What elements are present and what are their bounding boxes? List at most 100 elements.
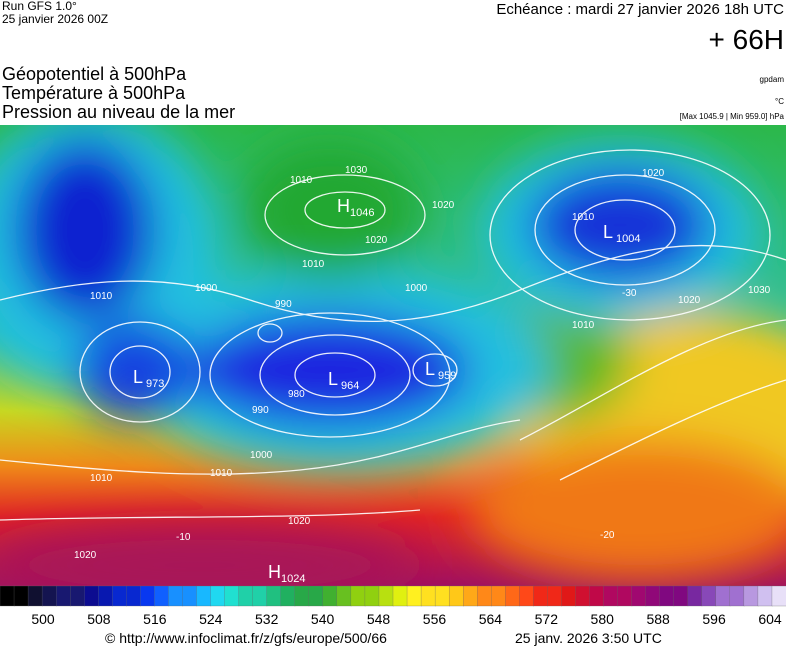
- colorbar-swatch: [673, 585, 689, 607]
- contour-label: -30: [622, 288, 637, 299]
- unit: °C: [775, 97, 784, 106]
- contour-label: 1020: [74, 550, 97, 561]
- colorbar-swatch: [168, 585, 184, 607]
- forecast-time: Echéance : mardi 27 janvier 2026 18h UTC: [496, 1, 784, 18]
- colorbar-swatch: [364, 585, 380, 607]
- timestamp: 25 janv. 2026 3:50 UTC: [515, 630, 662, 646]
- colorbar-swatch: [252, 585, 268, 607]
- colorbar-swatch: [196, 585, 212, 607]
- extremes: [Max 1045.9 | Min 959.0] hPa: [680, 112, 785, 121]
- contour-label: 1010: [572, 320, 595, 331]
- colorbar-swatch: [27, 585, 43, 607]
- colorbar-swatch: [687, 585, 703, 607]
- colorbar-swatch: [561, 585, 577, 607]
- contour-label: 1020: [365, 235, 388, 246]
- center-value: 1004: [616, 233, 640, 245]
- colorbar-tick-label: 524: [199, 611, 223, 627]
- contour-label: -10: [176, 532, 191, 543]
- colorbar-swatch: [0, 585, 15, 607]
- contour-label: 1010: [90, 473, 113, 484]
- contour-label: 1010: [572, 212, 595, 223]
- colorbar-swatch: [519, 585, 535, 607]
- contour-label: 1010: [302, 259, 325, 270]
- colorbar-swatch: [154, 585, 170, 607]
- colorbar-swatch: [463, 585, 478, 607]
- colorbar-swatch: [631, 585, 647, 607]
- title: Pression au niveau de la mer: [2, 102, 235, 122]
- contour-label: 990: [252, 405, 269, 416]
- colorbar-swatch: [533, 585, 549, 607]
- colorbar-tick-label: 564: [479, 611, 503, 627]
- colorbar-swatch: [98, 585, 113, 607]
- center-letter: L: [133, 367, 143, 387]
- center-letter: L: [425, 359, 435, 379]
- contour-label: 990: [275, 299, 292, 310]
- colorbar-swatch: [771, 585, 786, 607]
- colorbar-swatch: [238, 585, 254, 607]
- colorbar-swatch: [645, 585, 661, 607]
- center-value: 1046: [350, 207, 374, 219]
- source-url: © http://www.infoclimat.fr/z/gfs/europe/…: [105, 630, 387, 646]
- run-label: Run GFS 1.0°: [2, 0, 77, 13]
- colorbar-swatch: [378, 585, 394, 607]
- run-date: 25 janvier 2026 00Z: [2, 12, 108, 26]
- contour-label: 1010: [290, 175, 313, 186]
- colorbar-tick-label: 516: [143, 611, 167, 627]
- colorbar-swatch: [589, 585, 605, 607]
- colorbar-swatch: [505, 585, 520, 607]
- colorbar-swatch: [84, 585, 99, 607]
- colorbar-tick-label: 572: [535, 611, 559, 627]
- contour-label: 1000: [405, 283, 428, 294]
- center-letter: L: [603, 222, 613, 242]
- colorbar-tick-label: 604: [758, 611, 782, 627]
- colorbar-swatch: [729, 585, 745, 607]
- colorbar-swatch: [13, 585, 29, 607]
- contour-label: 1020: [288, 516, 311, 527]
- contour-label: 1020: [642, 168, 665, 179]
- colorbar-swatch: [308, 585, 324, 607]
- colorbar-tick-label: 596: [702, 611, 726, 627]
- colorbar-swatch: [126, 585, 142, 607]
- center-letter: L: [328, 369, 338, 389]
- colorbar-swatch: [406, 585, 422, 607]
- contour-label: 980: [288, 389, 305, 400]
- colorbar-swatch: [392, 585, 408, 607]
- colorbar-swatch: [266, 585, 282, 607]
- colorbar-swatch: [715, 585, 731, 607]
- colorbar-tick-label: 532: [255, 611, 279, 627]
- colorbar-swatch: [575, 585, 591, 607]
- colorbar-swatch: [420, 585, 436, 607]
- colorbar-swatch: [140, 585, 156, 607]
- center-letter: H: [337, 196, 350, 216]
- colorbar-swatch: [322, 585, 338, 607]
- lead-time: + 66H: [709, 24, 785, 55]
- colorbar-swatch: [603, 585, 619, 607]
- unit: gpdam: [760, 75, 785, 84]
- contour-label: 1030: [345, 165, 368, 176]
- colorbar-tick-label: 556: [423, 611, 447, 627]
- colorbar-swatch: [350, 585, 366, 607]
- center-value: 973: [146, 378, 164, 390]
- center-value: 959: [438, 370, 456, 382]
- contour-label: -20: [600, 530, 615, 541]
- center-value: 964: [341, 380, 359, 392]
- colorbar-swatch: [224, 585, 240, 607]
- colorbar-tick-label: 580: [591, 611, 615, 627]
- colorbar-tick-label: 548: [367, 611, 391, 627]
- colorbar-swatch: [70, 585, 85, 607]
- colorbar-swatch: [617, 585, 633, 607]
- map: [0, 125, 786, 586]
- colorbar-swatch: [55, 585, 71, 607]
- colorbar-tick-label: 500: [31, 611, 55, 627]
- contour-label: 1000: [195, 283, 218, 294]
- contour-label: 1020: [678, 295, 701, 306]
- center-value: 1024: [281, 573, 305, 585]
- colorbar: 500 508 516 524 532 540 548 556 564 572 580 588 596 6…: [0, 585, 786, 627]
- colorbar-swatch: [743, 585, 759, 607]
- colorbar-swatch: [701, 585, 717, 607]
- colorbar-swatch: [448, 585, 464, 607]
- colorbar-swatch: [182, 585, 198, 607]
- colorbar-swatch: [294, 585, 310, 607]
